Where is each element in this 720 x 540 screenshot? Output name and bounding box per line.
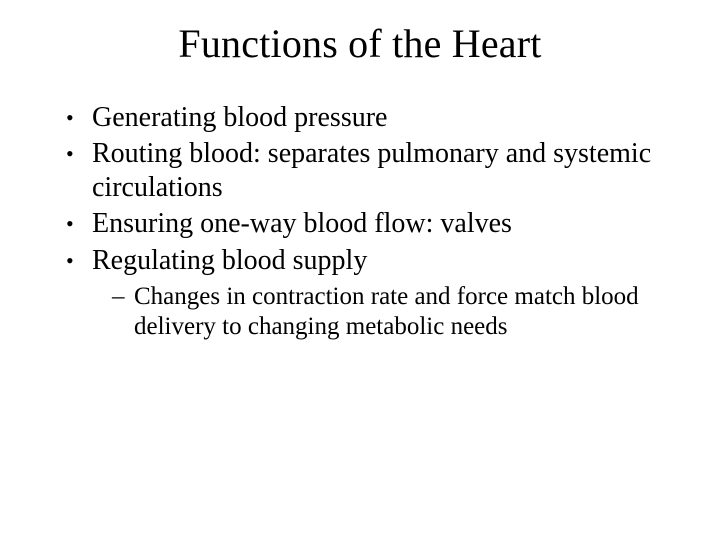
sub-list-item: Changes in contraction rate and force ma… [112, 282, 664, 343]
bullet-text: Ensuring one-way blood flow: valves [92, 208, 512, 239]
list-item: Regulating blood supply Changes in contr… [62, 244, 664, 343]
bullet-text: Regulating blood supply [92, 245, 367, 276]
bullet-list: Generating blood pressure Routing blood:… [56, 101, 664, 343]
list-item: Ensuring one-way blood flow: valves [62, 207, 664, 241]
list-item: Routing blood: separates pulmonary and s… [62, 137, 664, 205]
list-item: Generating blood pressure [62, 101, 664, 135]
slide-title: Functions of the Heart [56, 20, 664, 67]
sub-bullet-list: Changes in contraction rate and force ma… [92, 282, 664, 343]
bullet-text: Routing blood: separates pulmonary and s… [92, 138, 651, 203]
slide: Functions of the Heart Generating blood … [0, 0, 720, 540]
sub-bullet-text: Changes in contraction rate and force ma… [134, 283, 639, 341]
bullet-text: Generating blood pressure [92, 102, 387, 133]
